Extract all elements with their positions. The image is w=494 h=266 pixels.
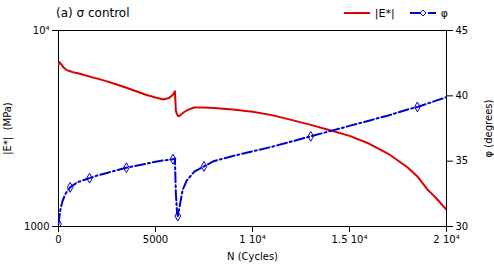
svg-text:35: 35 <box>456 155 469 166</box>
svg-text:0: 0 <box>55 234 61 245</box>
svg-text:45: 45 <box>456 25 469 36</box>
svg-text:φ (degrees): φ (degrees) <box>483 99 494 157</box>
svg-text:5000: 5000 <box>143 234 168 245</box>
svg-text:N (Cycles): N (Cycles) <box>227 251 278 262</box>
html-text:φ: φ <box>440 6 448 20</box>
svg-text:1 10⁴: 1 10⁴ <box>239 234 265 245</box>
svg-text:|E*| (MPa): |E*| (MPa) <box>2 102 14 155</box>
svg-text:2 10⁴: 2 10⁴ <box>433 234 459 245</box>
svg-text:10⁴: 10⁴ <box>33 25 50 36</box>
svg-text:30: 30 <box>456 221 469 232</box>
html-text:|E*|: |E*| <box>374 6 395 20</box>
html-text:(a) σ control: (a) σ control <box>56 6 130 20</box>
svg-text:1.5 10⁴: 1.5 10⁴ <box>332 234 368 245</box>
svg-text:1000: 1000 <box>24 221 49 232</box>
svg-text:40: 40 <box>456 90 469 101</box>
